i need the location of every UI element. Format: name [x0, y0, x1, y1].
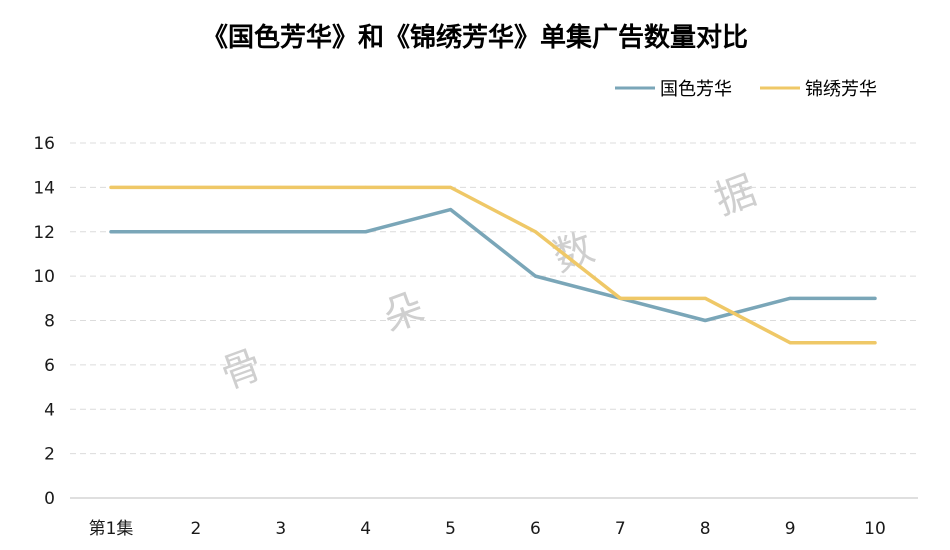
legend-label-series-2: 锦绣芳华 [805, 79, 877, 100]
data-point-series-1 [788, 296, 792, 300]
y-tick-label: 14 [33, 178, 55, 198]
data-point-series-2 [364, 185, 368, 189]
series-line-1 [109, 207, 877, 323]
watermark-char-2: 朵 [377, 284, 430, 341]
data-point-series-1 [364, 230, 368, 234]
data-point-series-2 [533, 230, 537, 234]
data-point-series-2 [873, 341, 877, 345]
data-point-series-2 [703, 296, 707, 300]
legend: 国色芳华 锦绣芳华 [615, 79, 877, 100]
data-point-series-2 [109, 185, 113, 189]
x-tick-label: 第1集 [89, 519, 134, 539]
y-tick-label: 4 [44, 400, 55, 420]
x-tick-label: 10 [864, 519, 886, 539]
data-point-series-1 [449, 208, 453, 212]
watermark-char-1: 骨 [215, 341, 268, 398]
data-point-series-2 [279, 185, 283, 189]
legend-label-series-1: 国色芳华 [660, 79, 732, 100]
data-point-series-1 [533, 274, 537, 278]
y-tick-label: 0 [44, 489, 55, 509]
data-point-series-1 [194, 230, 198, 234]
data-point-series-2 [618, 296, 622, 300]
data-point-series-2 [449, 185, 453, 189]
x-tick-label: 4 [360, 519, 371, 539]
x-tick-label: 9 [785, 519, 796, 539]
x-tick-label: 8 [700, 519, 711, 539]
data-point-series-2 [788, 341, 792, 345]
x-tick-label: 7 [615, 519, 626, 539]
x-tick-label: 2 [190, 519, 201, 539]
data-point-series-1 [703, 319, 707, 322]
chart-title: 《国色芳华》和《锦绣芳华》单集广告数量对比 [202, 22, 748, 53]
x-tick-label: 5 [445, 519, 456, 539]
plot-area: 0 2 4 6 8 10 12 14 16 第1集 2 3 4 5 6 7 8 9 10 [33, 134, 918, 539]
y-tick-label: 16 [33, 134, 55, 154]
y-tick-label: 2 [44, 445, 55, 465]
watermark-char-4: 据 [709, 167, 762, 224]
y-tick-label: 12 [33, 223, 55, 243]
x-tick-label: 6 [530, 519, 541, 539]
y-tick-label: 6 [44, 356, 55, 376]
watermark: 骨 朵 数 据 [215, 167, 762, 398]
data-point-series-2 [194, 185, 198, 189]
series-line-2 [109, 185, 877, 345]
data-point-series-1 [873, 296, 877, 300]
watermark-char-3: 数 [547, 224, 600, 281]
y-tick-label: 10 [33, 267, 55, 287]
y-tick-label: 8 [44, 312, 55, 332]
data-point-series-1 [279, 230, 283, 234]
x-tick-label: 3 [275, 519, 286, 539]
data-point-series-1 [109, 230, 113, 234]
